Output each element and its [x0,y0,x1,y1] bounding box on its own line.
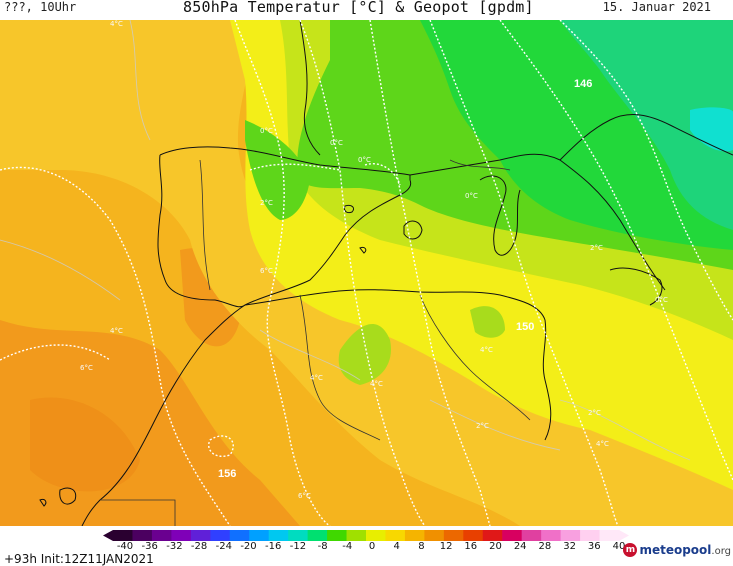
weather-map[interactable]: 146 150 156 4°C 0°C 0°C 0°C 0°C 2°C 2°C … [0,20,733,526]
colorbar-cell [580,530,601,541]
colorbar-cell [560,530,581,541]
colorbar-cell [307,530,328,541]
svg-text:0°C: 0°C [358,156,371,164]
colorbar-tick: -40 [116,541,134,552]
forecast-date: 15. Januar 2021 [602,0,711,14]
country-borders [100,159,531,526]
logo-name: meteopool [639,543,712,557]
temperature-isolines [0,20,691,461]
colorbar-cell [229,530,250,541]
geopot-label-146: 146 [574,78,592,90]
colorbar-tick: -24 [215,541,232,552]
colorbar-tick: 0 [368,541,376,552]
colorbar-tick: -36 [141,541,158,552]
svg-text:4°C: 4°C [370,380,383,388]
colorbar [103,530,629,541]
colorbar-cell [249,530,270,541]
svg-text:2°C: 2°C [476,422,489,430]
svg-text:6°C: 6°C [298,492,311,500]
colorbar-cell [268,530,289,541]
colorbar-tick: 32 [563,541,576,552]
colorbar-tick: -20 [240,541,257,552]
colorbar-cell [171,530,192,541]
model-run-label: +93h Init:12Z11JAN2021 [4,552,154,566]
svg-text:4°C: 4°C [110,327,123,335]
colorbar-cell [521,530,542,541]
temperature-zone-mild [230,20,733,490]
colorbar-low-arrow [103,530,113,541]
colorbar-tick-labels: -40 -36 -32 -28 -24 -20 -16 -12 -8 -4 0 4 8 12 16 20 24 2… [103,541,628,555]
colorbar-cell [151,530,172,541]
colorbar-cell [190,530,211,541]
colorbar-cell [132,530,153,541]
colorbar-cell [482,530,503,541]
isotherm-labels: 4°C 0°C 0°C 0°C 0°C 2°C 2°C 0°C 2°C 4°C … [80,20,668,500]
colorbar-cell [327,530,348,541]
map-title: 850hPa Temperatur [°C] & Geopot [gpdm] [183,0,534,16]
svg-text:2°C: 2°C [590,244,603,252]
colorbar-tick: 36 [587,541,601,552]
colorbar-cell [424,530,445,541]
colorbar-tick: -32 [166,541,183,552]
colorbar-tick: -8 [317,541,328,552]
colorbar-tick: 16 [464,541,478,552]
colorbar-tick: 8 [418,541,425,552]
svg-text:6°C: 6°C [260,267,273,275]
colorbar-tick: 12 [439,541,453,552]
forecast-time-label: ???, 10Uhr [4,0,77,14]
svg-text:0°C: 0°C [465,192,478,200]
colorbar-cell [288,530,309,541]
colorbar-cell [346,530,367,541]
colorbar-cell [541,530,562,541]
svg-text:4°C: 4°C [480,346,493,354]
svg-text:2°C: 2°C [260,199,273,207]
colorbar-cell [599,530,620,541]
colorbar-cell [385,530,406,541]
logo-tld: .org [711,546,731,557]
geopot-label-150: 150 [516,321,534,333]
colorbar-tick: -28 [190,541,208,552]
colorbar-tick: 28 [538,541,552,552]
svg-text:0°C: 0°C [260,127,273,135]
svg-text:0°C: 0°C [330,139,343,147]
colorbar-tick: 4 [393,541,400,552]
colorbar-high-arrow [619,530,629,541]
colorbar-tick: 20 [489,541,502,552]
meteopool-logo[interactable]: m meteopool.org [623,543,731,557]
svg-text:2°C: 2°C [588,409,601,417]
colorbar-cell [404,530,425,541]
geopot-label-156: 156 [218,468,236,480]
colorbar-cell [463,530,484,541]
svg-text:0°C: 0°C [655,296,668,304]
colorbar-cell [113,530,134,541]
colorbar-tick: -16 [265,541,282,552]
colorbar-tick: -12 [289,541,307,552]
svg-text:4°C: 4°C [310,374,323,382]
svg-text:4°C: 4°C [596,440,609,448]
svg-text:4°C: 4°C [110,20,123,28]
colorbar-cell [443,530,464,541]
footer: -40 -36 -32 -28 -24 -20 -16 -12 -8 -4 0 4 8 12 16 20 24 2… [0,526,733,566]
colorbar-tick: 40 [612,541,626,552]
colorbar-cell [366,530,387,541]
header: ???, 10Uhr 850hPa Temperatur [°C] & Geop… [0,0,733,20]
colorbar-cell [502,530,523,541]
map-canvas: 146 150 156 4°C 0°C 0°C 0°C 0°C 2°C 2°C … [0,20,733,526]
svg-text:6°C: 6°C [80,364,93,372]
logo-icon: m [623,543,638,557]
colorbar-cell [210,530,231,541]
colorbar-tick: -4 [342,541,353,552]
colorbar-tick: 24 [513,541,527,552]
geopotential-isolines [0,20,733,526]
